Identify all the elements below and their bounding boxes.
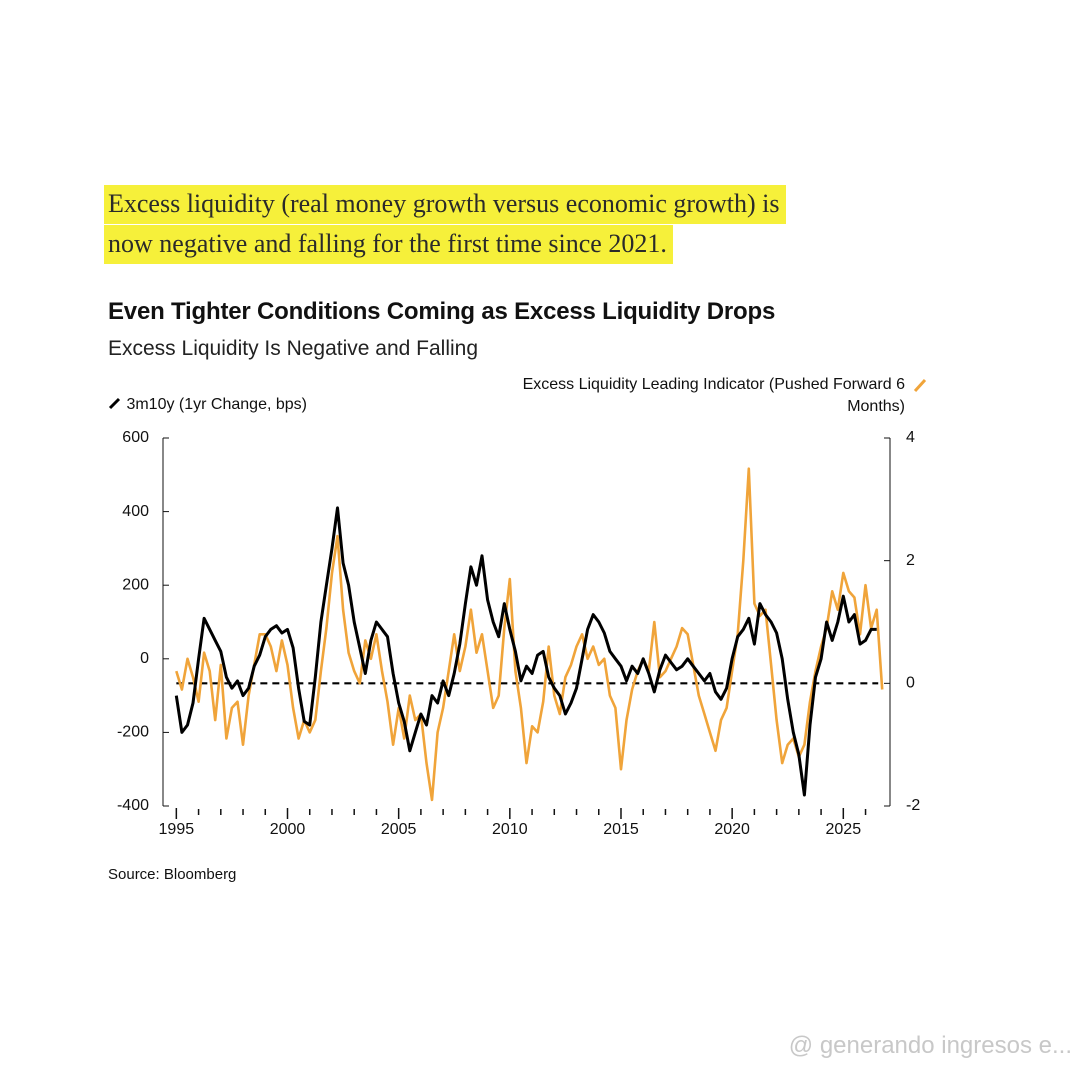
quote-line: now negative and falling for the first t… (104, 225, 673, 264)
x-tick-label: 1995 (159, 821, 195, 838)
y2-tick-label: 4 (906, 429, 915, 446)
source: Source: Bloomberg (108, 866, 237, 883)
legend-item: Excess Liquidity Leading Indicator (Push… (505, 374, 905, 418)
legend-line (913, 378, 927, 393)
y-tick-label: -200 (117, 724, 149, 741)
watermark: @ generando ingresos e... (788, 1032, 1072, 1059)
y2-tick-label: -2 (906, 797, 920, 814)
legend-line (108, 397, 121, 410)
x-tick-label: 2025 (826, 821, 862, 838)
quote-line: Excess liquidity (real money growth vers… (104, 185, 786, 224)
legend-item: 3m10y (1yr Change, bps) (108, 396, 307, 414)
y-tick-label: 600 (122, 429, 149, 446)
quote: now negative and falling for the first t… (104, 225, 673, 264)
y-tick-label: 400 (122, 503, 149, 520)
y-tick-label: -400 (117, 797, 149, 814)
x-tick-label: 2000 (270, 821, 306, 838)
x-tick-label: 2010 (492, 821, 528, 838)
y-tick-label: 200 (122, 576, 149, 593)
legend-swatch (108, 397, 121, 410)
x-tick-label: 2005 (381, 821, 417, 838)
series-line (174, 506, 877, 797)
chart: -400 -200 0 200 400 600 -2 0 2 4 1995 2000 2005 2010 2… (117, 429, 920, 838)
x-tick-label: 2020 (714, 821, 750, 838)
chart-subtitle: Excess Liquidity Is Negative and Falling (108, 337, 479, 360)
y2-tick-label: 2 (906, 552, 915, 569)
chart-title: Even Tighter Conditions Coming as Excess… (108, 298, 776, 325)
y-tick-label: 0 (140, 650, 149, 667)
x-tick-label: 2015 (603, 821, 639, 838)
legend-label: Excess Liquidity Leading Indicator (Push… (522, 376, 905, 415)
y2-tick-label: 0 (906, 675, 915, 692)
quote: Excess liquidity (real money growth vers… (104, 185, 786, 224)
legend-label: 3m10y (1yr Change, bps) (126, 396, 307, 413)
legend-swatch (913, 378, 927, 393)
